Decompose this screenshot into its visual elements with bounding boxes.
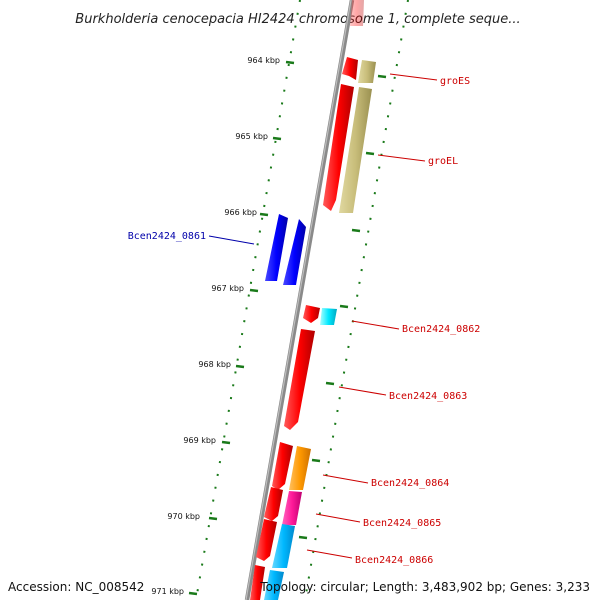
- inner-ticks: [298, 74, 387, 540]
- gene-arrow-groES[interactable]: [358, 60, 376, 83]
- scale-tick: [249, 288, 259, 293]
- leader-line-Bcen2424-0864: [322, 474, 369, 484]
- gene-label-Bcen2424-0864[interactable]: Bcen2424_0864: [371, 478, 449, 489]
- leader-line-Bcen2424-0865: [315, 513, 361, 523]
- gene-label-Bcen2424-0862[interactable]: Bcen2424_0862: [402, 324, 480, 335]
- gene-label-Bcen2424-0861[interactable]: Bcen2424_0861: [128, 231, 206, 242]
- scale-tick: [272, 136, 282, 141]
- gene-arrow-Bcen2424-0863[interactable]: [284, 329, 315, 430]
- scale-label: 970 kbp: [167, 512, 200, 521]
- inner-tick: [377, 74, 387, 79]
- gene-arrow-red[interactable]: [303, 305, 320, 323]
- scale-label: 971 kbp: [151, 587, 184, 596]
- scale-tick: [259, 212, 269, 217]
- gene-arrow-groEL[interactable]: [339, 87, 372, 213]
- inner-tick: [339, 304, 349, 309]
- gene-arrow-partial-top[interactable]: [350, 0, 364, 26]
- gene-label-Bcen2424-0866[interactable]: Bcen2424_0866: [355, 555, 433, 566]
- gene-label-groEL[interactable]: groEL: [428, 156, 458, 167]
- map-title: Burkholderia cenocepacia HI2424 chromoso…: [75, 12, 520, 27]
- scale-tick: [235, 364, 245, 369]
- gene-arrow-Bcen2424-0862[interactable]: [320, 308, 337, 325]
- scale-tick: [188, 591, 198, 596]
- scale-label: 967 kbp: [211, 284, 244, 293]
- scale-label: 966 kbp: [224, 208, 257, 217]
- scale-label: 965 kbp: [235, 132, 268, 141]
- gene-label-Bcen2424-0865[interactable]: Bcen2424_0865: [363, 518, 441, 529]
- scale-tick: [208, 516, 218, 521]
- scale-label: 969 kbp: [183, 436, 216, 445]
- scale-label: 968 kbp: [198, 360, 231, 369]
- leader-line-Bcen2424-0863: [338, 386, 387, 396]
- outer-guide-dotted: [195, 0, 301, 600]
- inner-tick: [365, 151, 375, 156]
- gene-arrow-red[interactable]: [342, 57, 358, 80]
- gene-arrow-red[interactable]: [272, 442, 293, 490]
- leader-line-groEL: [377, 154, 426, 162]
- leader-line-Bcen2424-0866: [306, 549, 353, 559]
- leader-line-Bcen2424-0861: [208, 235, 255, 245]
- inner-guide-dotted: [304, 0, 409, 600]
- gene-arrow-red[interactable]: [250, 565, 265, 600]
- scale-tick: [285, 60, 295, 65]
- gene-label-groES[interactable]: groES: [440, 76, 470, 87]
- gene-leader-lines: [208, 73, 438, 559]
- gene-arrow-red[interactable]: [323, 84, 354, 211]
- gene-label-Bcen2424-0863[interactable]: Bcen2424_0863: [389, 391, 467, 402]
- leader-line-groES: [389, 73, 438, 81]
- gene-arrow-Bcen2424-0861b[interactable]: [283, 219, 306, 285]
- gene-arrow-Bcen2424-0865[interactable]: [282, 491, 302, 525]
- gene-arrow-red[interactable]: [256, 519, 277, 561]
- chromosome-backbone-highlight: [245, 0, 352, 600]
- inner-tick: [325, 381, 335, 386]
- scale-label: 964 kbp: [247, 56, 280, 65]
- gene-arrow-Bcen2424-0861[interactable]: [265, 214, 288, 281]
- gene-arrow-sky[interactable]: [264, 570, 284, 600]
- leader-line-Bcen2424-0862: [351, 320, 400, 330]
- gene-arrow-Bcen2424-0866[interactable]: [272, 524, 295, 568]
- gene-arrow-Bcen2424-0864[interactable]: [289, 446, 311, 490]
- inner-tick: [311, 458, 321, 463]
- gene-features: [250, 0, 376, 600]
- scale-ticks: [188, 60, 295, 596]
- topology-text: Topology: circular; Length: 3,483,902 bp…: [260, 580, 590, 594]
- chromosome-backbone: [244, 0, 355, 600]
- inner-tick: [351, 228, 361, 233]
- accession-text: Accession: NC_008542: [8, 580, 145, 594]
- gene-arrow-red[interactable]: [264, 487, 283, 521]
- scale-tick: [221, 440, 231, 445]
- inner-tick: [298, 535, 308, 540]
